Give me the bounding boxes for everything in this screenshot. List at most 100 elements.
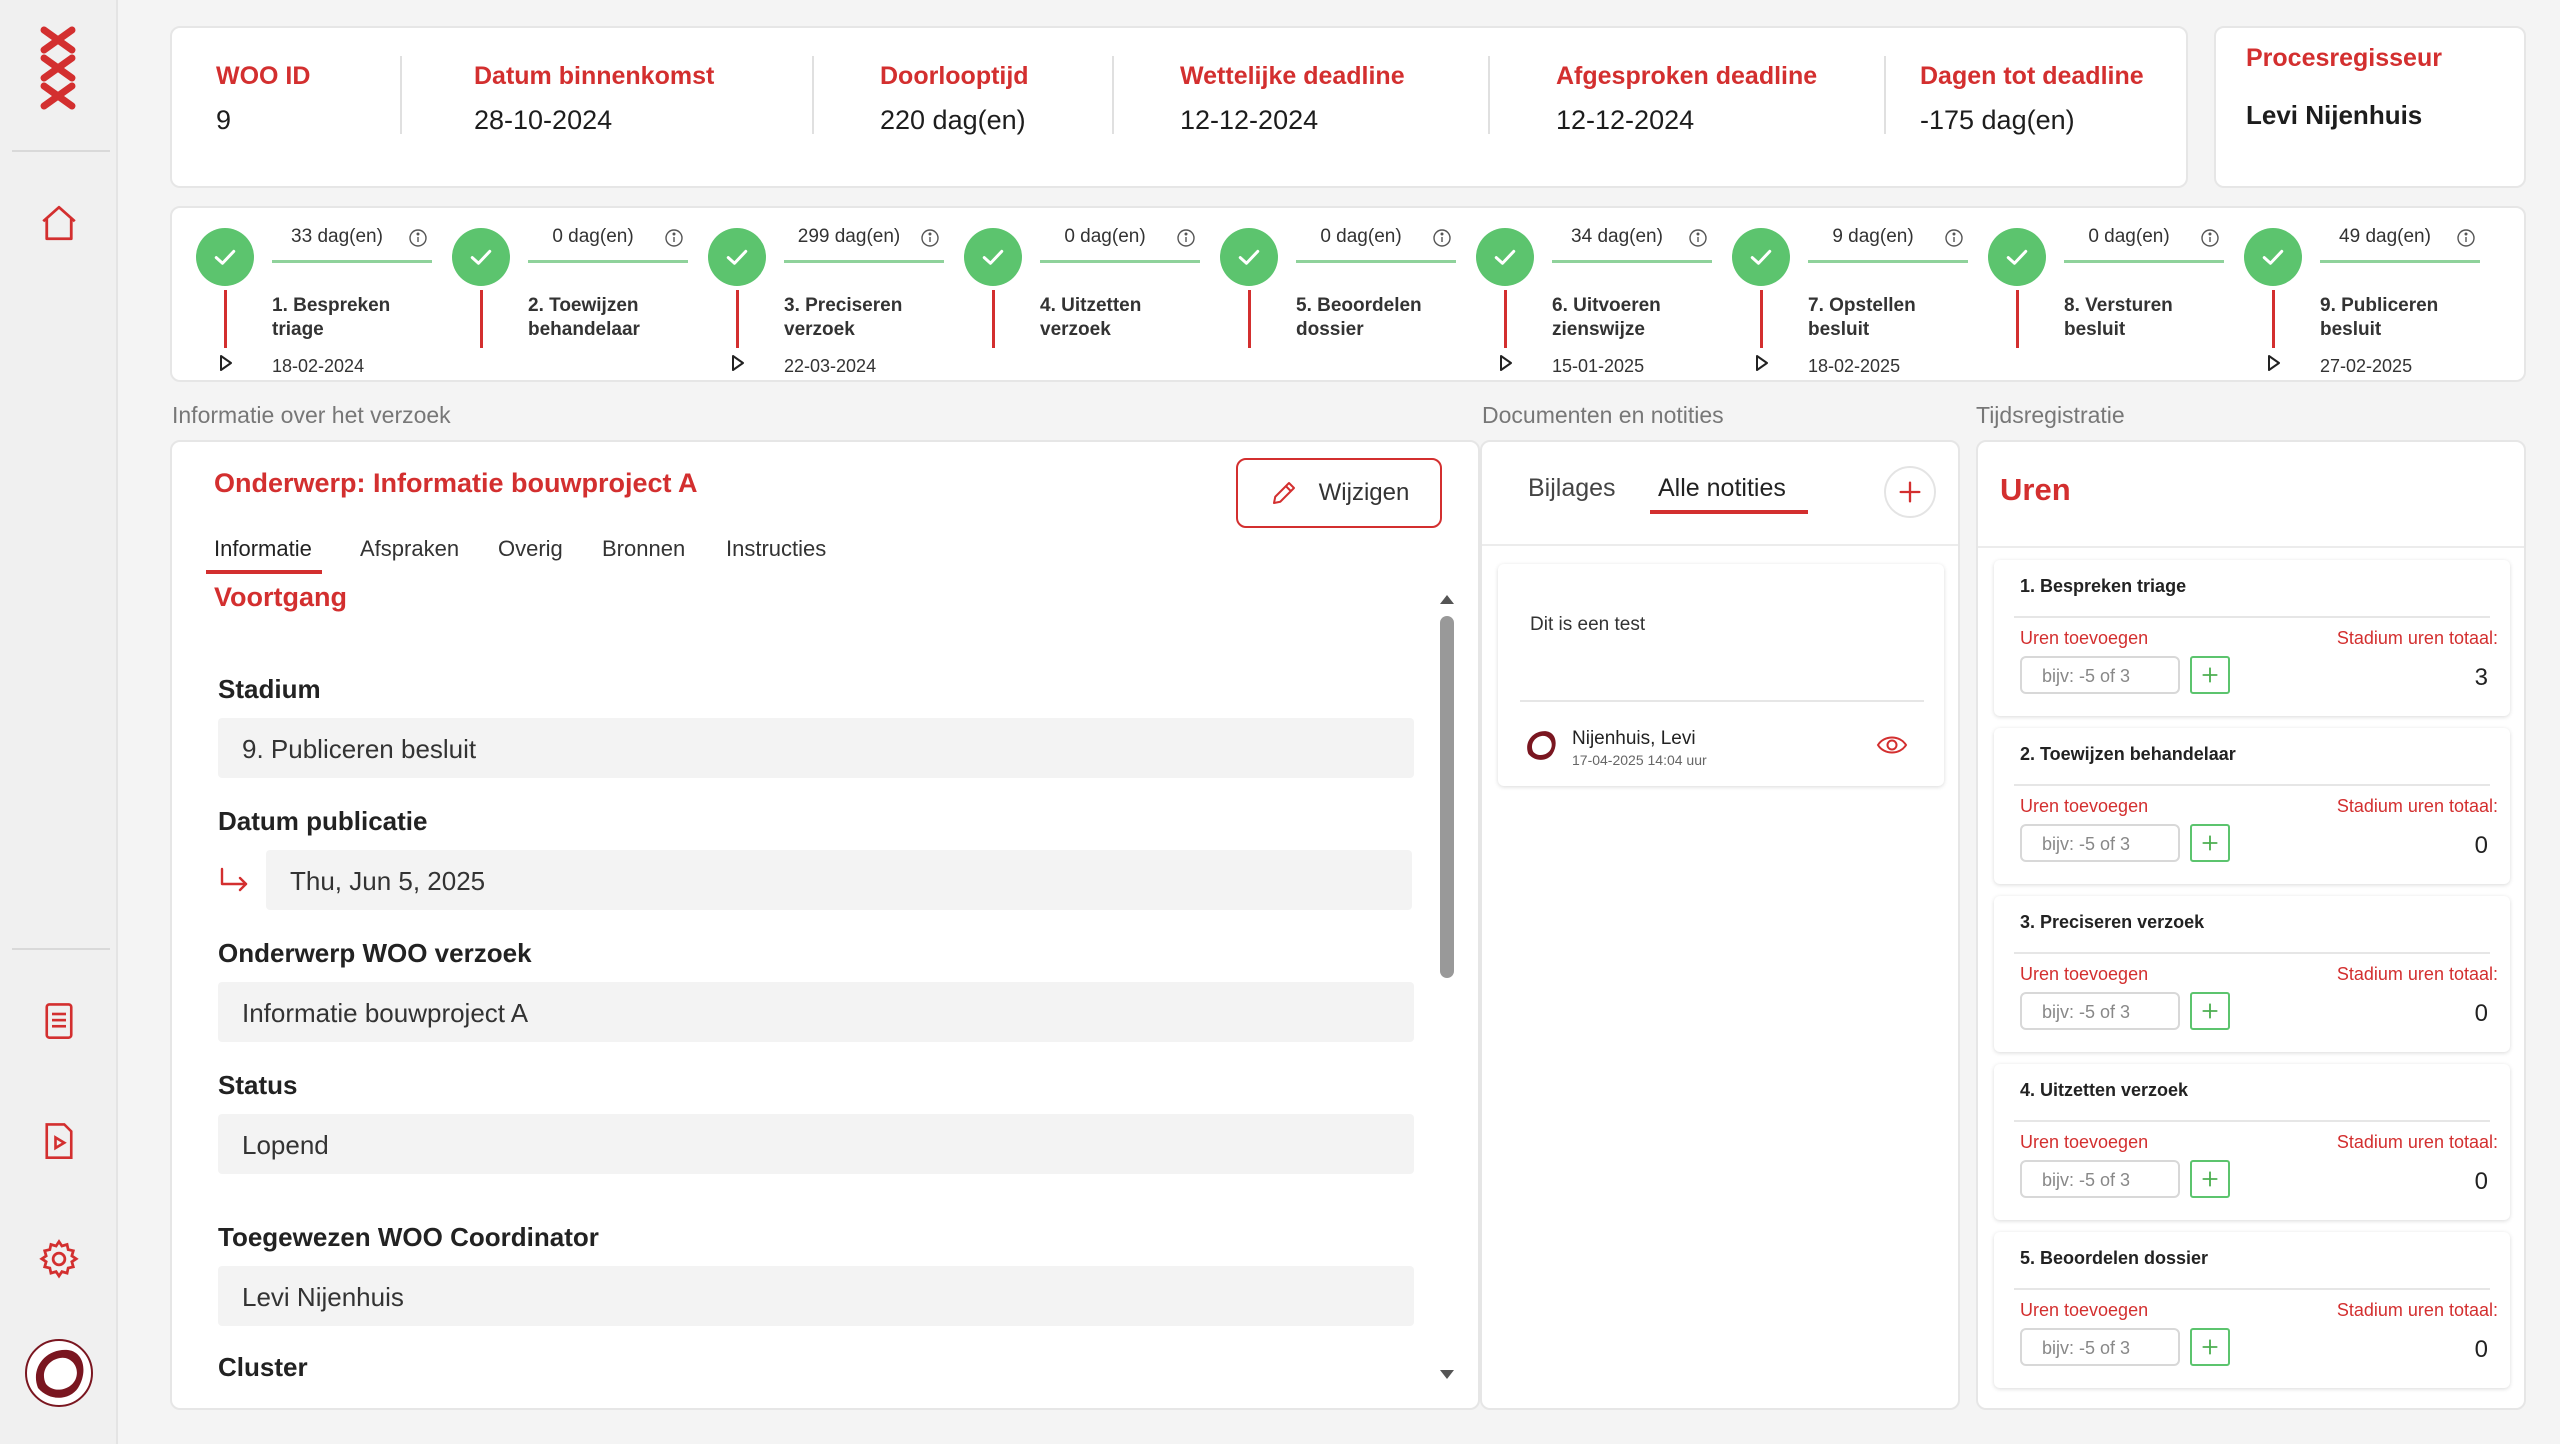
hours-input[interactable]: bijv: -5 of 3 bbox=[2020, 656, 2180, 694]
add-hours-button[interactable] bbox=[2190, 1160, 2230, 1198]
timeline-step[interactable]: 34 dag(en) 15-01-2025 6. Uitvoeren zienswi… bbox=[1460, 208, 1716, 380]
step-label: 4. Uitzetten verzoek bbox=[1040, 295, 1142, 340]
home-button[interactable] bbox=[30, 194, 88, 252]
hours-input[interactable]: bijv: -5 of 3 bbox=[2020, 1328, 2180, 1366]
info-icon[interactable] bbox=[1688, 228, 1708, 248]
add-hours-button[interactable] bbox=[2190, 824, 2230, 862]
info-icon[interactable] bbox=[2456, 228, 2476, 248]
documents-button[interactable] bbox=[30, 992, 88, 1050]
step-date: 15-01-2025 bbox=[1552, 356, 1645, 376]
timeline-step[interactable]: 9 dag(en) 18-02-2025 7. Opstellen besluit bbox=[1716, 208, 1972, 380]
uren-toevoegen-label: Uren toevoegen bbox=[2020, 964, 2149, 984]
section-title-docs: Documenten en notities bbox=[1482, 402, 1724, 428]
wettelijke-deadline-field: Wettelijke deadline 12-12-2024 bbox=[1180, 62, 1405, 136]
coordinator-field[interactable]: Levi Nijenhuis bbox=[218, 1266, 1414, 1326]
play-icon[interactable] bbox=[2266, 354, 2282, 372]
timeline-step[interactable]: 0 dag(en) 8. Versturen besluit bbox=[1972, 208, 2228, 380]
timeline-step[interactable]: 0 dag(en) 2. Toewijzen behandelaar bbox=[436, 208, 692, 380]
step-label: 5. Beoordelen dossier bbox=[1296, 295, 1422, 340]
hours-input[interactable]: bijv: -5 of 3 bbox=[2020, 1160, 2180, 1198]
progress-title: Voortgang bbox=[214, 582, 347, 612]
media-button[interactable] bbox=[30, 1112, 88, 1170]
play-icon[interactable] bbox=[730, 354, 746, 372]
documents-panel: Bijlages Alle notities Dit is een test N… bbox=[1480, 440, 1960, 1410]
tab-informatie[interactable]: Informatie bbox=[214, 536, 312, 561]
info-icon[interactable] bbox=[408, 228, 428, 248]
pencil-icon bbox=[1272, 482, 1295, 504]
request-summary-card: WOO ID 9 Datum binnenkomst 28-10-2024 Do… bbox=[170, 26, 2188, 188]
info-icon[interactable] bbox=[2200, 228, 2220, 248]
gear-icon bbox=[39, 1239, 79, 1279]
note-timestamp: 17-04-2025 14:04 uur bbox=[1572, 752, 1707, 768]
info-icon[interactable] bbox=[920, 228, 940, 248]
author-avatar-icon bbox=[1521, 725, 1561, 765]
user-avatar[interactable] bbox=[24, 1338, 94, 1408]
step-duration: 33 dag(en) bbox=[291, 226, 383, 247]
stadium-field[interactable]: 9. Publiceren besluit bbox=[218, 718, 1414, 778]
plus-icon bbox=[1899, 481, 1921, 503]
info-icon[interactable] bbox=[1944, 228, 1964, 248]
add-hours-button[interactable] bbox=[2190, 992, 2230, 1030]
play-icon[interactable] bbox=[1754, 354, 1770, 372]
tab-instructies[interactable]: Instructies bbox=[726, 536, 827, 561]
timeline-step[interactable]: 49 dag(en) 27-02-2025 9. Publiceren beslui… bbox=[2228, 208, 2484, 380]
header-label: WOO ID bbox=[216, 62, 311, 90]
active-tab-indicator bbox=[206, 570, 322, 574]
tab-bijlages[interactable]: Bijlages bbox=[1528, 474, 1616, 502]
stage-hours-total: 0 bbox=[2474, 832, 2488, 859]
onderwerp-label: Onderwerp WOO verzoek bbox=[218, 938, 532, 968]
timeline-step[interactable]: 33 dag(en) 18-02-2024 1. Bespreken triage bbox=[180, 208, 436, 380]
add-note-button[interactable] bbox=[1884, 466, 1936, 518]
step-duration: 0 dag(en) bbox=[2088, 226, 2170, 247]
status-field[interactable]: Lopend bbox=[218, 1114, 1414, 1174]
step-complete-icon bbox=[708, 228, 766, 286]
eye-icon[interactable] bbox=[1876, 732, 1908, 758]
play-icon[interactable] bbox=[218, 354, 234, 372]
tab-overig[interactable]: Overig bbox=[498, 536, 563, 561]
sidebar-divider bbox=[12, 150, 110, 152]
timeline-step[interactable]: 0 dag(en) 5. Beoordelen dossier bbox=[1204, 208, 1460, 380]
info-icon[interactable] bbox=[664, 228, 684, 248]
wijzigen-label: Wijzigen bbox=[1318, 479, 1410, 506]
step-connector bbox=[1040, 260, 1200, 263]
scrollbar-thumb[interactable] bbox=[1440, 616, 1454, 978]
tab-bronnen[interactable]: Bronnen bbox=[602, 536, 686, 561]
info-icon[interactable] bbox=[1432, 228, 1452, 248]
hours-input[interactable]: bijv: -5 of 3 bbox=[2020, 824, 2180, 862]
datum-publicatie-field[interactable]: Thu, Jun 5, 2025 bbox=[266, 850, 1412, 910]
wijzigen-button[interactable]: Wijzigen bbox=[1236, 458, 1442, 528]
header-value: 12-12-2024 bbox=[1180, 105, 1319, 135]
step-complete-icon bbox=[452, 228, 510, 286]
stage-divider bbox=[2014, 784, 2490, 786]
avatar-icon bbox=[25, 1339, 93, 1407]
step-date: 18-02-2025 bbox=[1808, 356, 1901, 376]
onderwerp-field[interactable]: Informatie bouwproject A bbox=[218, 982, 1414, 1042]
step-connector bbox=[272, 260, 432, 263]
hours-stage-card: 2. Toewijzen behandelaar Uren toevoegen St… bbox=[1994, 728, 2510, 884]
hours-stage-card: 5. Beoordelen dossier Uren toevoegen Stadi… bbox=[1994, 1232, 2510, 1388]
step-label: 2. Toewijzen behandelaar bbox=[528, 295, 640, 340]
step-complete-icon bbox=[196, 228, 254, 286]
step-marker-line bbox=[2272, 290, 2275, 348]
header-label: Afgesproken deadline bbox=[1556, 62, 1818, 90]
stadium-totaal-label: Stadium uren totaal: bbox=[2336, 1300, 2498, 1320]
timeline-step[interactable]: 299 dag(en) 22-03-2024 3. Preciseren verzo… bbox=[692, 208, 948, 380]
note-card[interactable]: Dit is een test Nijenhuis, Levi 17-04-20… bbox=[1498, 564, 1944, 786]
tab-afspraken[interactable]: Afspraken bbox=[360, 536, 460, 561]
tab-alle-notities[interactable]: Alle notities bbox=[1658, 474, 1786, 502]
step-duration: 34 dag(en) bbox=[1571, 226, 1663, 247]
municipality-logo-icon bbox=[40, 26, 76, 110]
add-hours-button[interactable] bbox=[2190, 656, 2230, 694]
header-label: Wettelijke deadline bbox=[1180, 62, 1405, 90]
add-hours-button[interactable] bbox=[2190, 1328, 2230, 1366]
info-scrollbar[interactable] bbox=[1434, 592, 1460, 1392]
play-icon[interactable] bbox=[1498, 354, 1514, 372]
settings-button[interactable] bbox=[30, 1230, 88, 1288]
step-complete-icon bbox=[1220, 228, 1278, 286]
dagen-tot-deadline-field: Dagen tot deadline -175 dag(en) bbox=[1920, 62, 2144, 136]
plus-icon bbox=[2202, 1339, 2218, 1355]
hours-input[interactable]: bijv: -5 of 3 bbox=[2020, 992, 2180, 1030]
timeline-step[interactable]: 0 dag(en) 4. Uitzetten verzoek bbox=[948, 208, 1204, 380]
info-icon[interactable] bbox=[1176, 228, 1196, 248]
